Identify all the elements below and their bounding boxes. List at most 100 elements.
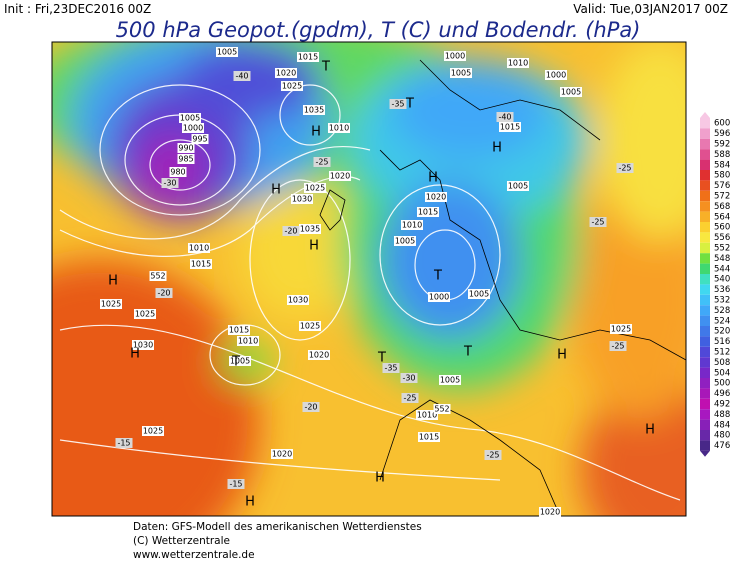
isobar-label: 1035 <box>304 106 324 115</box>
footer-line: Daten: GFS-Modell des amerikanischen Wet… <box>133 521 422 533</box>
label-box <box>282 226 300 236</box>
high-pressure-label: H <box>557 348 567 363</box>
label-box <box>308 350 330 360</box>
colorbar-swatch <box>700 398 710 410</box>
label-box <box>291 194 313 204</box>
colorbar-swatch <box>700 180 710 191</box>
colorbar-label: 524 <box>714 316 730 326</box>
label-box <box>433 404 451 414</box>
colorbar-swatch <box>700 409 710 420</box>
isobar-label: 1035 <box>300 225 320 234</box>
colorbar-swatch <box>700 378 710 389</box>
colorbar-swatch <box>700 305 710 316</box>
label-box <box>177 154 195 164</box>
label-box <box>610 324 632 334</box>
isobar-label: 1005 <box>395 237 415 246</box>
label-box <box>299 321 321 331</box>
temperature-label: -25 <box>591 218 604 227</box>
colorbar-label: 552 <box>714 244 730 254</box>
isobar-label: 990 <box>178 144 193 153</box>
label-box <box>496 112 514 122</box>
isobar-label: 1015 <box>229 326 249 335</box>
colorbar-label: 492 <box>714 400 730 410</box>
colorbar-swatch <box>700 315 710 326</box>
coastlines <box>319 59 686 516</box>
isobar-label: 1020 <box>426 193 446 202</box>
label-box <box>428 292 450 302</box>
isobar-label: 1025 <box>101 300 121 309</box>
isobar-label: 1005 <box>508 182 528 191</box>
high-pressure-label: H <box>108 274 118 289</box>
colorbar-label: 564 <box>714 212 730 222</box>
label-box <box>132 340 154 350</box>
low-pressure-label: T <box>433 269 442 284</box>
label-box <box>115 438 133 448</box>
colorbar-label: 548 <box>714 254 730 264</box>
label-box <box>227 479 245 489</box>
isobar-label: 1010 <box>508 59 528 68</box>
colorbar-label: 528 <box>714 306 730 316</box>
colorbar-swatch <box>700 336 710 347</box>
high-pressure-label: H <box>428 171 438 186</box>
footer-line: (C) Wetterzentrale <box>133 535 230 547</box>
colorbar-label: 500 <box>714 379 730 389</box>
label-box <box>394 236 416 246</box>
isobar-label: 1025 <box>300 322 320 331</box>
colorbar-swatch <box>700 232 710 243</box>
colorbar-swatch <box>700 284 710 295</box>
colorbar-label: 592 <box>714 140 730 150</box>
label-box <box>484 450 502 460</box>
colorbar-swatch <box>700 118 710 129</box>
temperature-label: -25 <box>403 394 416 403</box>
colorbar-label: 512 <box>714 348 730 358</box>
high-pressure-label: H <box>375 471 385 486</box>
isobar-label: 1015 <box>298 53 318 62</box>
isobar-label: 1010 <box>329 124 349 133</box>
colorbar-label: 508 <box>714 358 730 368</box>
label-box <box>100 299 122 309</box>
label-box <box>177 143 195 153</box>
label-box <box>313 157 331 167</box>
low-pressure-label: T <box>405 97 414 112</box>
label-box <box>182 123 204 133</box>
colorbar-swatch <box>700 367 710 378</box>
colorbar-swatch <box>700 149 710 160</box>
label-box <box>303 105 325 115</box>
isobar-label: 995 <box>192 135 207 144</box>
isobar-label: 1010 <box>402 221 422 230</box>
isobar-label: 1020 <box>330 172 350 181</box>
colorbar-label: 556 <box>714 233 730 243</box>
colorbar-label: 504 <box>714 368 730 378</box>
label-box <box>560 87 582 97</box>
isobar-label: 1005 <box>180 114 200 123</box>
label-box <box>134 309 156 319</box>
colorbar-label: 584 <box>714 160 730 170</box>
low-pressure-label: T <box>377 351 386 366</box>
label-box <box>545 70 567 80</box>
colorbar-swatch <box>700 253 710 264</box>
label-box <box>188 243 210 253</box>
isobar-label: 1000 <box>183 124 203 133</box>
temperature-label: -35 <box>384 364 397 373</box>
label-box <box>216 47 238 57</box>
colorbar-swatch <box>700 263 710 274</box>
colorbar-swatch <box>700 128 710 139</box>
colorbar-label: 532 <box>714 296 730 306</box>
isobar-label: 985 <box>178 155 193 164</box>
colorbar-label: 580 <box>714 171 730 181</box>
colorbar-label: 560 <box>714 223 730 233</box>
colorbar-label: 596 <box>714 129 730 139</box>
label-box <box>609 341 627 351</box>
high-pressure-label: H <box>245 495 255 510</box>
colorbar-top-arrow <box>700 112 710 118</box>
label-box <box>142 426 164 436</box>
isobar-label: 1005 <box>469 290 489 299</box>
colorbar-swatch <box>700 274 710 285</box>
isobar-label: 552 <box>434 405 449 414</box>
high-pressure-label: H <box>271 183 281 198</box>
label-box <box>439 375 461 385</box>
temperature-label: -30 <box>402 374 415 383</box>
temperature-label: -20 <box>284 227 297 236</box>
label-box <box>499 122 521 132</box>
